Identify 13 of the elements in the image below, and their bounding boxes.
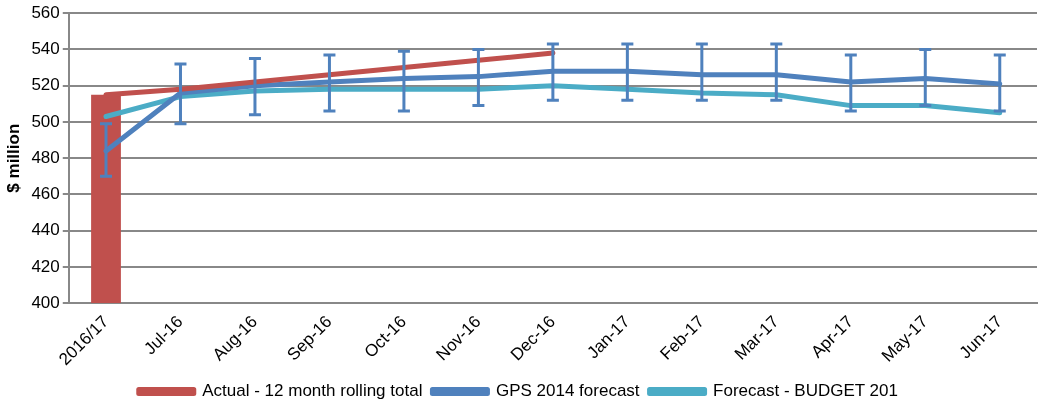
legend-label: GPS 2014 forecast bbox=[495, 381, 640, 401]
y-tick-label: 520 bbox=[31, 75, 60, 95]
y-tick-label: 500 bbox=[31, 111, 60, 131]
legend-label: Actual - 12 month rolling total bbox=[202, 381, 423, 401]
y-tick-label: 480 bbox=[31, 147, 60, 167]
y-axis-title: $ million bbox=[3, 123, 23, 193]
y-tick-label: 540 bbox=[31, 39, 60, 59]
y-tick-label: 560 bbox=[31, 2, 60, 22]
y-tick-label: 440 bbox=[31, 220, 60, 240]
y-tick-label: 400 bbox=[31, 292, 60, 312]
y-tick-label: 420 bbox=[31, 256, 60, 276]
y-tick-label: 460 bbox=[31, 184, 60, 204]
legend-label: Forecast - BUDGET 201 bbox=[713, 381, 898, 401]
